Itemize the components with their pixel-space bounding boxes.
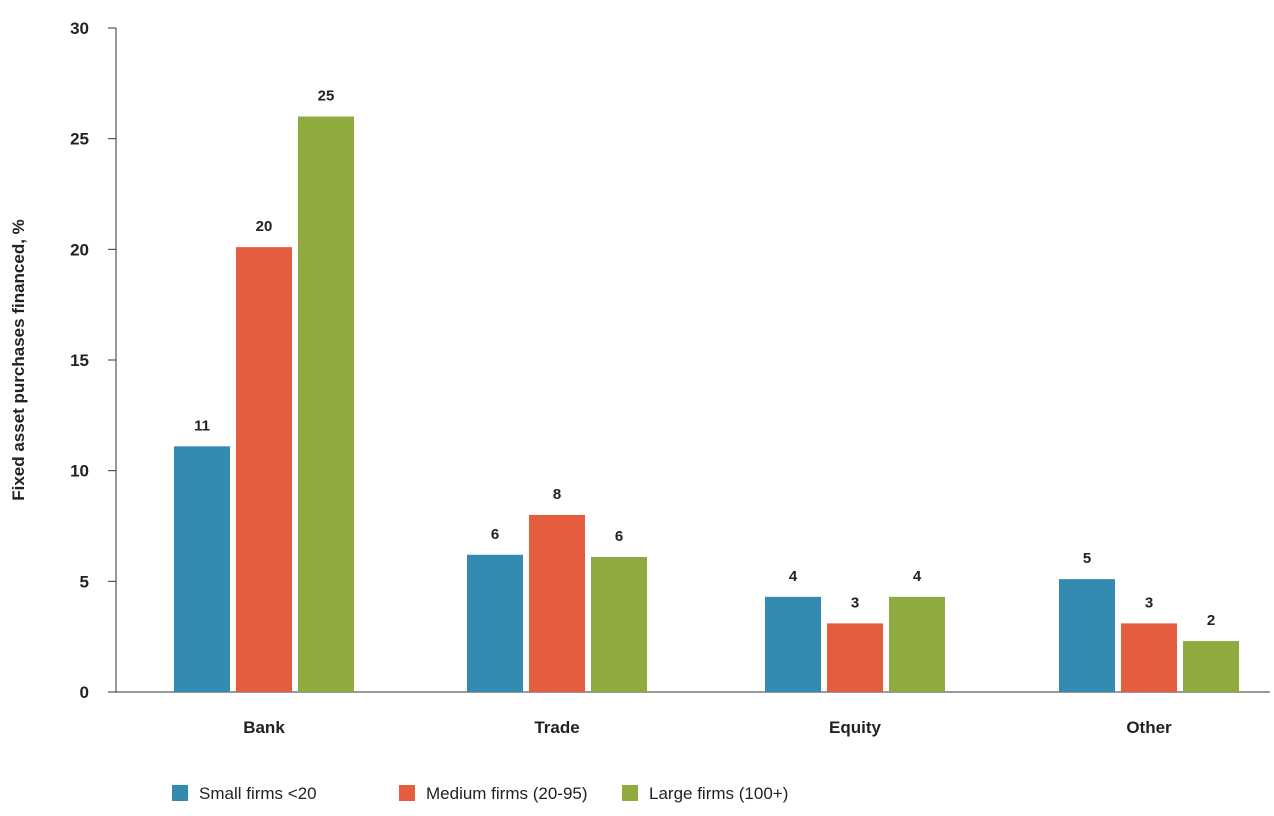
legend-swatch <box>399 785 415 801</box>
data-label: 4 <box>789 568 798 585</box>
y-axis-title: Fixed asset purchases financed, % <box>9 219 28 501</box>
data-labels: 11 6 4 5 20 8 3 3 25 6 4 2 <box>194 88 1215 630</box>
y-tick-label: 25 <box>70 130 89 149</box>
bar <box>529 514 585 692</box>
bar <box>174 446 230 692</box>
bar <box>298 116 354 693</box>
bar <box>1121 623 1177 692</box>
bar <box>467 554 523 692</box>
x-tick-label: Trade <box>534 718 579 737</box>
legend: Small firms <20 Medium firms (20-95) Large… <box>172 784 788 803</box>
data-label: 11 <box>194 417 210 434</box>
bar <box>765 596 821 692</box>
y-tick-label: 15 <box>70 351 89 370</box>
data-label: 4 <box>913 568 922 585</box>
bars <box>174 116 1239 693</box>
legend-label: Medium firms (20-95) <box>426 784 588 803</box>
y-tick-label: 20 <box>70 240 89 259</box>
legend-swatch <box>622 785 638 801</box>
y-tick-label: 30 <box>70 19 89 38</box>
x-tick-label: Bank <box>243 718 285 737</box>
bar <box>236 247 292 692</box>
data-label: 25 <box>318 88 335 105</box>
legend-label: Large firms (100+) <box>649 784 788 803</box>
x-tick-label: Other <box>1126 718 1172 737</box>
data-label: 6 <box>491 526 499 543</box>
data-label: 3 <box>1145 594 1153 611</box>
data-label: 8 <box>553 486 561 503</box>
bar <box>591 556 647 692</box>
bar <box>1183 641 1239 692</box>
legend-swatch <box>172 785 188 801</box>
x-tick-label: Equity <box>829 718 881 737</box>
data-label: 6 <box>615 528 623 545</box>
bar <box>1059 579 1115 692</box>
data-label: 2 <box>1207 612 1215 629</box>
data-label: 3 <box>851 594 859 611</box>
data-label: 20 <box>256 218 273 235</box>
bar <box>889 596 945 692</box>
bar <box>827 623 883 692</box>
legend-label: Small firms <20 <box>199 784 317 803</box>
y-tick-label: 0 <box>80 683 89 702</box>
y-tick-label: 5 <box>80 572 89 591</box>
data-label: 5 <box>1083 550 1091 567</box>
y-tick-label: 10 <box>70 462 89 481</box>
